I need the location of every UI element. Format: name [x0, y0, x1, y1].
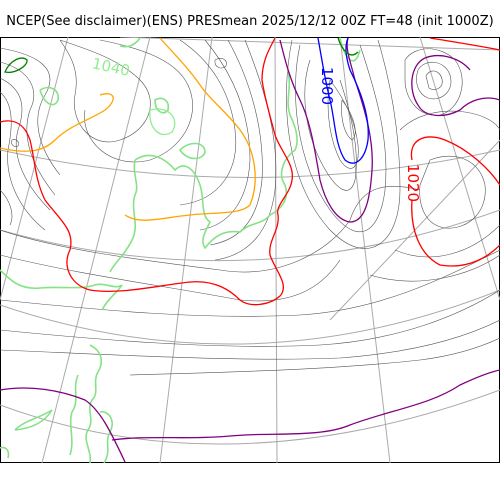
isobar	[0, 186, 421, 273]
isobar	[404, 48, 463, 116]
contour-1020	[411, 199, 500, 267]
coastline-segment	[39, 86, 60, 106]
isobar	[394, 224, 500, 258]
isobar	[0, 319, 500, 360]
coastline-segment	[0, 446, 10, 459]
isobar	[369, 254, 500, 282]
isobar	[0, 254, 341, 302]
parallel-line	[0, 389, 500, 445]
isobar	[0, 61, 56, 196]
isobar	[0, 77, 51, 211]
meridian-line	[119, 36, 500, 51]
isobar	[0, 47, 61, 176]
isobar	[59, 39, 151, 143]
coastline-segment	[85, 344, 102, 464]
parallel-line	[0, 209, 500, 262]
contour-label-1000: 1000	[318, 67, 336, 105]
parallel-line	[0, 289, 500, 345]
isobar	[0, 249, 500, 317]
map-border	[0, 37, 500, 463]
contour-label-1020: 1020	[404, 164, 422, 202]
key-contours	[0, 37, 500, 463]
isobar	[304, 59, 357, 191]
isobar	[286, 39, 401, 249]
coastline-segment	[14, 409, 53, 431]
meridian-line	[0, 36, 69, 301]
contour-1020	[410, 136, 500, 186]
isobar	[179, 39, 237, 206]
contour-1040	[149, 108, 176, 136]
isobar	[214, 39, 277, 261]
meridian-line	[159, 36, 213, 464]
map-canvas: 1040 1000 1020	[0, 36, 500, 464]
contour-1030	[124, 37, 256, 221]
isobar	[129, 337, 500, 376]
isobar	[84, 39, 193, 163]
coastline-segment	[119, 37, 141, 48]
isobar	[295, 44, 387, 233]
contour-1050	[4, 57, 28, 73]
contour-1020	[429, 37, 500, 51]
pressure-map: 1040 1000 1020	[0, 36, 500, 464]
contour-1000	[317, 37, 369, 164]
isobar	[0, 289, 500, 347]
isobars	[0, 39, 500, 376]
isobar	[419, 155, 486, 229]
isobar	[0, 189, 13, 226]
meridian-line	[274, 36, 278, 464]
contour-1020	[0, 37, 293, 306]
isobar	[341, 99, 356, 141]
contour-1010	[111, 369, 500, 441]
coastline-segment	[69, 374, 79, 456]
isobar	[11, 139, 19, 147]
contour-1050	[337, 37, 359, 56]
isobar	[425, 70, 443, 90]
parallel-line	[0, 149, 500, 178]
isobar	[214, 58, 227, 69]
contour-1030	[0, 93, 114, 152]
coastline-segment	[178, 142, 206, 160]
contour-1010	[411, 55, 500, 117]
map-title: NCEP(See disclaimer)(ENS) PRESmean 2025/…	[6, 14, 494, 29]
isobar	[199, 39, 251, 231]
coastline	[0, 37, 361, 464]
isobar	[209, 39, 263, 246]
coastline-segment	[109, 159, 138, 273]
coastline-segment	[134, 69, 298, 250]
contour-1010	[0, 387, 126, 463]
isobar	[416, 62, 452, 100]
isobar	[327, 79, 359, 169]
